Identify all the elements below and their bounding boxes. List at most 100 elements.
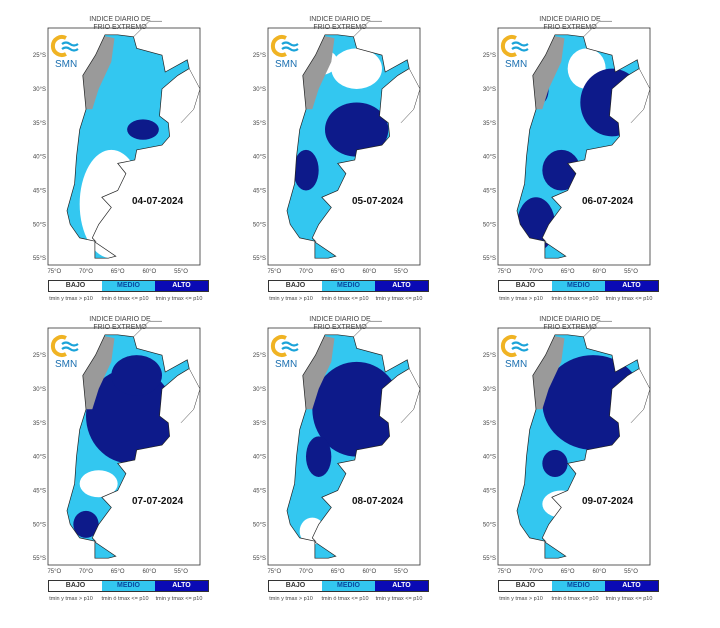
lon-label: 65°O xyxy=(331,269,345,275)
lon-label: 75°O xyxy=(267,269,281,275)
legend-descriptions: tmin y tmax > p10 tmin ó tmax <= p10 tmin … xyxy=(264,296,426,302)
lon-label: 60°O xyxy=(362,569,376,575)
andes-relief xyxy=(82,334,115,410)
border-line xyxy=(353,20,382,37)
country-outline xyxy=(516,334,640,542)
coast-line xyxy=(400,368,421,423)
map-svg: SMN 25°S 30°S 35°S 40°S 45°S 50°S 55°S 75°O 70°O 6… xyxy=(33,20,201,275)
lon-label: 65°O xyxy=(111,569,125,575)
country-outline xyxy=(66,34,190,242)
alto-region xyxy=(542,149,581,191)
legend-desc: tmin y tmax > p10 xyxy=(499,596,543,602)
lat-label: 35°S xyxy=(483,421,496,427)
legend-bajo: BAJO xyxy=(499,581,552,591)
lat-label: 50°S xyxy=(253,522,266,528)
lat-label: 40°S xyxy=(33,155,46,161)
tierra-del-fuego-outline xyxy=(94,241,117,259)
date-label: 06-07-2024 xyxy=(582,196,634,207)
lon-label: 70°O xyxy=(79,569,93,575)
legend-desc: tmin y tmax > p10 xyxy=(49,296,93,302)
legend-bajo: BAJO xyxy=(49,281,102,291)
smn-logo: SMN xyxy=(500,35,529,70)
lon-label: 65°O xyxy=(111,269,125,275)
andes-relief xyxy=(82,34,115,110)
lat-label: 25°S xyxy=(483,353,496,359)
lon-label: 60°O xyxy=(142,569,156,575)
country-outline xyxy=(516,34,640,242)
date-label: 04-07-2024 xyxy=(132,196,184,207)
legend-desc: tmin y tmax > p10 xyxy=(499,296,543,302)
legend-bajo: BAJO xyxy=(269,581,322,591)
map-panel: SMN 25°S 30°S 35°S 40°S 45°S 50°S 55°S 75°O 70°O 6… xyxy=(480,308,710,608)
title-line-1: INDICE DIARIO DE xyxy=(89,16,151,23)
bajo-region xyxy=(79,470,118,498)
tierra-del-fuego-outline xyxy=(314,241,337,259)
title-line-2: FRIO EXTREMO xyxy=(93,324,147,331)
lat-label: 40°S xyxy=(483,155,496,161)
lon-label: 55°O xyxy=(624,569,638,575)
legend-desc: tmin ó tmax <= p10 xyxy=(321,296,369,302)
title-line-1: INDICE DIARIO DE xyxy=(309,16,371,23)
legend-bar: BAJO MEDIO ALTO xyxy=(48,580,209,592)
andes-relief xyxy=(302,34,335,110)
lon-label: 70°O xyxy=(299,269,313,275)
lon-label: 60°O xyxy=(592,569,606,575)
border-line xyxy=(583,20,612,37)
lon-label: 55°O xyxy=(174,269,188,275)
lon-label: 60°O xyxy=(362,269,376,275)
lat-label: 40°S xyxy=(483,455,496,461)
smn-logo: SMN xyxy=(500,335,529,370)
lon-label: 75°O xyxy=(267,569,281,575)
lat-label: 30°S xyxy=(483,387,496,393)
legend-bajo: BAJO xyxy=(269,281,322,291)
coast-line xyxy=(180,68,201,123)
lat-label: 50°S xyxy=(33,522,46,528)
lat-label: 55°S xyxy=(253,256,266,262)
legend-alto: ALTO xyxy=(375,281,428,291)
legend-bar: BAJO MEDIO ALTO xyxy=(498,280,659,292)
lat-label: 55°S xyxy=(33,556,46,562)
border-line xyxy=(583,320,612,337)
legend-desc: tmin ó tmax <= p10 xyxy=(551,596,599,602)
legend-medio: MEDIO xyxy=(102,281,155,291)
lon-label: 75°O xyxy=(47,269,61,275)
tierra-del-fuego-outline xyxy=(94,541,117,559)
map-panel: SMN 25°S 30°S 35°S 40°S 45°S 50°S 55°S 75°O 70°O 6… xyxy=(30,308,260,608)
title-line-1: INDICE DIARIO DE xyxy=(309,316,371,323)
lat-label: 45°S xyxy=(33,189,46,195)
legend-bajo: BAJO xyxy=(49,581,102,591)
lat-label: 35°S xyxy=(253,121,266,127)
map-svg: SMN 25°S 30°S 35°S 40°S 45°S 50°S 55°S 75°O 70°O 6… xyxy=(253,20,421,275)
lat-label: 50°S xyxy=(253,222,266,228)
smn-logo: SMN xyxy=(270,335,299,370)
title-line-2: FRIO EXTREMO xyxy=(313,324,367,331)
coast-line xyxy=(180,368,201,423)
legend-medio: MEDIO xyxy=(102,581,155,591)
map-title: INDICE DIARIO DE FRIO EXTREMO xyxy=(250,16,430,32)
legend-desc: tmin y tmax <= p10 xyxy=(605,596,653,602)
title-line-2: FRIO EXTREMO xyxy=(93,24,147,31)
lon-label: 70°O xyxy=(529,569,543,575)
legend-bar: BAJO MEDIO ALTO xyxy=(268,580,429,592)
svg-text:SMN: SMN xyxy=(55,359,77,370)
map-panel: SMN 25°S 30°S 35°S 40°S 45°S 50°S 55°S 75°O 70°O 6… xyxy=(250,8,480,308)
lat-label: 50°S xyxy=(33,222,46,228)
legend-descriptions: tmin y tmax > p10 tmin ó tmax <= p10 tmin … xyxy=(44,596,206,602)
legend-alto: ALTO xyxy=(605,581,658,591)
date-label: 08-07-2024 xyxy=(352,496,404,507)
border-line xyxy=(353,320,382,337)
title-line-1: INDICE DIARIO DE xyxy=(89,316,151,323)
lat-label: 45°S xyxy=(33,489,46,495)
alto-region xyxy=(111,355,162,396)
lat-label: 55°S xyxy=(33,256,46,262)
coast-line xyxy=(630,68,651,123)
map-svg: SMN 25°S 30°S 35°S 40°S 45°S 50°S 55°S 75°O 70°O 6… xyxy=(253,320,421,575)
lat-label: 30°S xyxy=(483,87,496,93)
coast-line xyxy=(400,68,421,123)
alto-region xyxy=(86,368,175,464)
map-title: INDICE DIARIO DE FRIO EXTREMO xyxy=(480,16,660,32)
lat-label: 30°S xyxy=(253,387,266,393)
legend-descriptions: tmin y tmax > p10 tmin ó tmax <= p10 tmin … xyxy=(264,596,426,602)
title-line-2: FRIO EXTREMO xyxy=(313,24,367,31)
alto-region xyxy=(127,119,159,140)
